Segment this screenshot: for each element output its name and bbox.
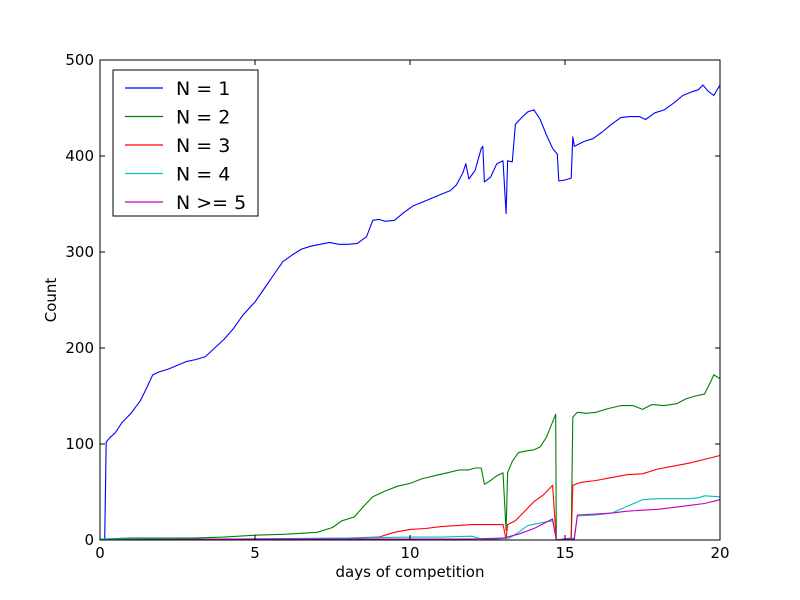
legend: N = 1 N = 2 N = 3 N = 4 N >= 5 [112, 69, 259, 217]
legend-label-2: N = 2 [176, 107, 230, 129]
x-axis-label: days of competition [336, 563, 485, 581]
legend-box [112, 69, 259, 217]
y-tick-label: 200 [65, 339, 94, 357]
x-tick-label: 20 [710, 544, 729, 562]
legend-label-5: N >= 5 [176, 192, 246, 214]
y-tick-label: 300 [65, 243, 94, 261]
series-line-5 [99, 499, 721, 541]
legend-label-1: N = 1 [176, 78, 230, 100]
x-tick-label: 0 [95, 544, 105, 562]
series-line-4 [100, 495, 721, 541]
series-line-3 [100, 454, 721, 541]
legend-label-3: N = 3 [176, 135, 230, 157]
series-line-2 [99, 374, 721, 541]
x-tick-label: 5 [250, 544, 260, 562]
series-line-1 [100, 84, 721, 541]
y-tick-label: 0 [84, 531, 94, 549]
x-tick-label: 10 [400, 544, 419, 562]
y-tick-label: 500 [65, 51, 94, 69]
series-layer [99, 84, 721, 541]
y-axis-label: Count [42, 278, 60, 323]
legend-label-4: N = 4 [176, 164, 230, 186]
y-tick-label: 100 [65, 435, 94, 453]
y-tick-label: 400 [65, 147, 94, 165]
x-tick-label: 15 [555, 544, 574, 562]
